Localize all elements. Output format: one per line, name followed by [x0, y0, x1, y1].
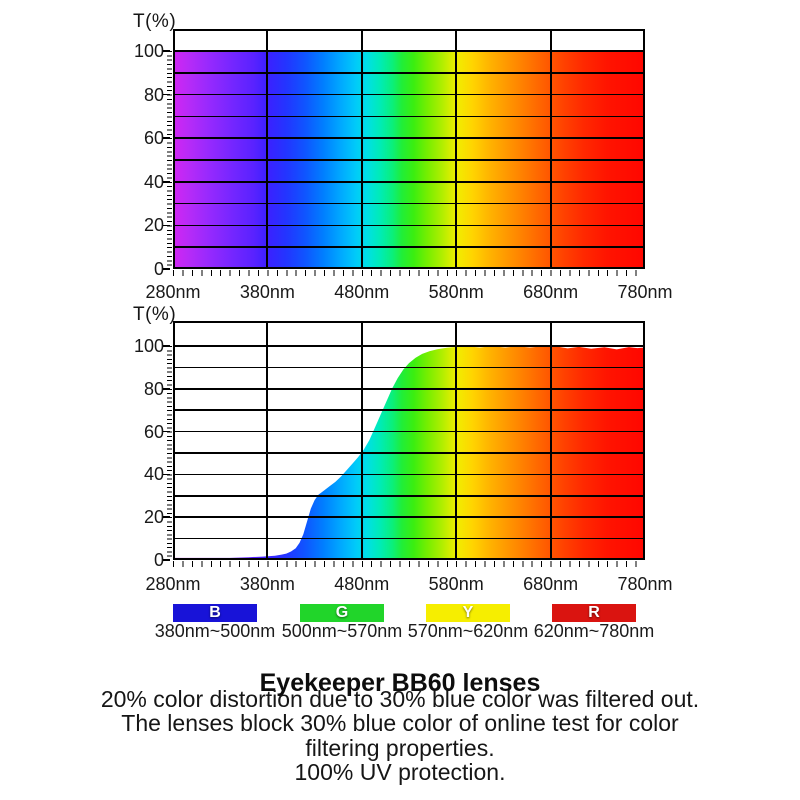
x-minor-ticks: [173, 270, 645, 276]
description-line: 100% UV protection.: [294, 759, 506, 786]
h-gridline: [173, 409, 645, 411]
y-tick-label: 0: [153, 550, 164, 570]
y-major-tick: [163, 93, 170, 96]
y-tick-label: 20: [143, 507, 164, 528]
h-gridline: [173, 159, 645, 161]
y-major-tick: [163, 181, 170, 183]
plot-frame: [173, 29, 645, 269]
h-gridline: [173, 495, 645, 497]
v-gridline: [549, 29, 552, 269]
legend-letter-g: G: [335, 604, 349, 621]
legend-swatch-yellow: Y: [426, 604, 510, 622]
h-gridline: [173, 93, 645, 96]
y-tick-label: 0: [153, 259, 164, 279]
y-major-tick: [163, 345, 170, 347]
h-gridline: [173, 115, 645, 118]
y-tick-label: 100: [133, 336, 164, 356]
page-title: Eyekeeper BB60 lenses: [259, 668, 541, 697]
x-tick-label: 580nm: [428, 574, 484, 594]
y-tick-label: 100: [133, 41, 164, 61]
x-tick-label: 480nm: [334, 282, 390, 302]
h-gridline: [173, 246, 645, 248]
x-minor-ticks: [173, 561, 645, 567]
y-minor-ticks: [167, 51, 172, 269]
v-gridline: [455, 29, 458, 269]
v-gridline: [360, 29, 363, 269]
v-gridline: [266, 29, 269, 269]
y-tick-label: 40: [143, 464, 164, 485]
legend-range-green: 500nm~570nm: [281, 621, 403, 641]
y-axis-title: T(%): [133, 304, 177, 325]
y-tick-label: 80: [143, 378, 164, 399]
x-tick-label: 380nm: [239, 574, 295, 594]
y-axis-title: T(%): [133, 11, 177, 32]
legend-letter-r: R: [588, 604, 600, 621]
x-tick-label: 380nm: [239, 282, 295, 302]
h-gridline: [173, 388, 645, 390]
v-gridline: [455, 321, 458, 560]
x-tick-label: 280nm: [145, 282, 201, 302]
legend-range-yellow: 570nm~620nm: [407, 621, 529, 641]
v-gridline: [549, 321, 552, 560]
h-gridline: [173, 452, 645, 454]
h-gridline: [173, 202, 645, 205]
y-tick-label: 80: [143, 84, 164, 105]
h-gridline: [173, 345, 645, 347]
y-tick-label: 40: [143, 171, 164, 192]
h-gridline: [173, 430, 645, 433]
h-gridline: [173, 224, 645, 227]
legend-swatch-red: R: [552, 604, 636, 622]
h-gridline: [173, 137, 645, 139]
y-major-tick: [163, 224, 170, 227]
h-gridline: [173, 473, 645, 476]
description-line: filtering properties.: [305, 734, 495, 761]
y-major-tick: [163, 137, 170, 139]
y-major-tick: [163, 516, 170, 518]
y-major-tick: [163, 268, 170, 270]
y-major-tick: [163, 473, 170, 476]
legend-letter-b: B: [209, 604, 221, 621]
legend-letter-y: Y: [462, 604, 474, 621]
h-gridline: [173, 516, 645, 518]
x-tick-label: 680nm: [523, 574, 579, 594]
y-minor-ticks: [167, 346, 172, 560]
description: 20% color distortion due to 30% blue col…: [0, 687, 800, 785]
y-tick-label: 20: [143, 215, 164, 236]
x-tick-label: 280nm: [145, 574, 201, 594]
h-gridline: [173, 72, 645, 74]
v-gridline: [360, 321, 363, 560]
description-line: 20% color distortion due to 30% blue col…: [100, 686, 700, 712]
legend-swatch-blue: B: [173, 604, 257, 622]
legend-range-red: 620nm~780nm: [533, 621, 655, 641]
y-major-tick: [163, 430, 170, 433]
description-line: The lenses block 30% blue color of onlin…: [121, 710, 679, 737]
y-major-tick: [163, 559, 170, 561]
legend-swatch-green: G: [300, 604, 384, 622]
h-gridline: [173, 537, 645, 540]
x-tick-label: 580nm: [428, 282, 484, 302]
h-gridline: [173, 50, 645, 52]
x-tick-label: 480nm: [334, 574, 390, 594]
y-tick-label: 60: [143, 421, 164, 442]
h-gridline: [173, 181, 645, 183]
x-tick-label: 780nm: [617, 574, 673, 594]
v-gridline: [266, 321, 269, 560]
y-tick-label: 60: [143, 128, 164, 149]
h-gridline: [173, 366, 645, 369]
legend-range-blue: 380nm~500nm: [154, 621, 276, 641]
x-tick-label: 780nm: [617, 282, 673, 302]
plot-frame: [173, 321, 645, 560]
y-major-tick: [163, 388, 170, 390]
y-major-tick: [163, 50, 170, 52]
x-tick-label: 680nm: [523, 282, 579, 302]
